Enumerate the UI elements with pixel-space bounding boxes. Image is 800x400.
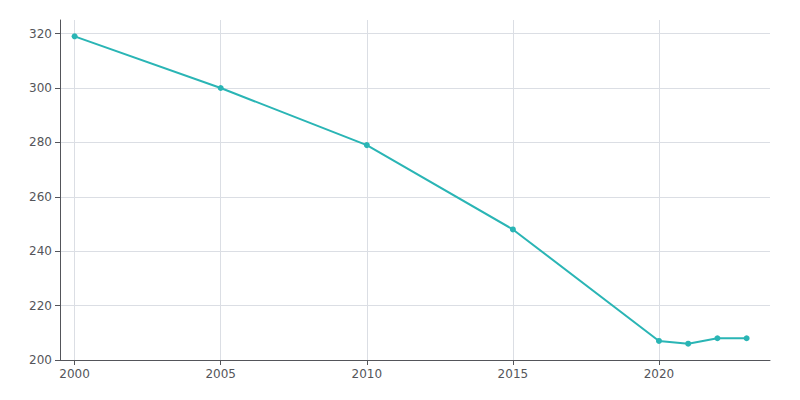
svg-text:280: 280 (29, 135, 52, 149)
svg-text:200: 200 (29, 353, 52, 367)
svg-text:2020: 2020 (644, 367, 675, 381)
svg-text:2010: 2010 (352, 367, 383, 381)
svg-text:320: 320 (29, 27, 52, 41)
svg-text:220: 220 (29, 299, 52, 313)
svg-text:260: 260 (29, 190, 52, 204)
svg-text:2015: 2015 (498, 367, 529, 381)
svg-text:2000: 2000 (59, 367, 90, 381)
svg-text:300: 300 (29, 81, 52, 95)
svg-text:2005: 2005 (205, 367, 236, 381)
svg-text:240: 240 (29, 244, 52, 258)
